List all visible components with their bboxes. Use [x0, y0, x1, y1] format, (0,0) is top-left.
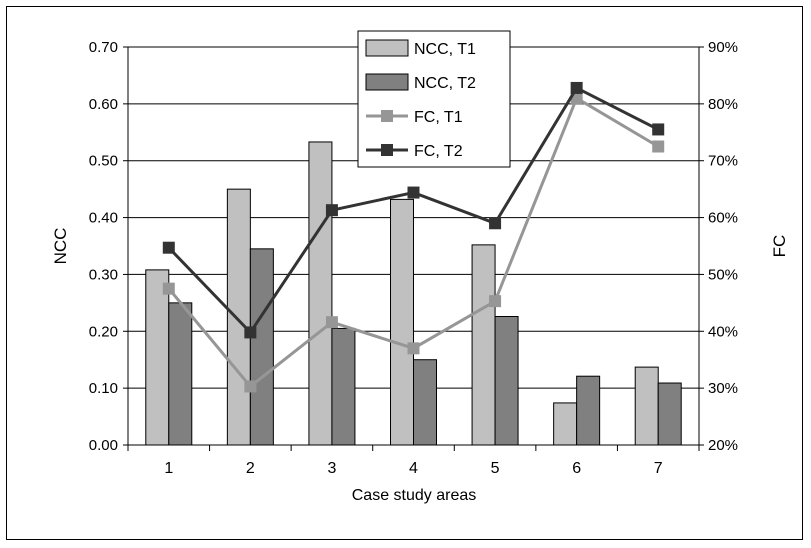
bar-t1-3	[308, 141, 333, 446]
legend-swatch-ncc-t2	[365, 73, 409, 91]
x-tick-label: 4	[409, 460, 418, 477]
bars	[145, 141, 682, 446]
bar-t1-4	[390, 198, 414, 446]
lines	[162, 81, 665, 393]
y-tick-label: 0.40	[89, 210, 118, 227]
y2-tick-label: 60%	[708, 210, 738, 227]
marker-fc-t2-3	[325, 204, 338, 217]
bar-t2-4	[413, 359, 437, 446]
y2-tick-label: 90%	[708, 39, 738, 56]
legend-label: NCC, T1	[414, 41, 476, 58]
y-tick-label: 0.60	[89, 96, 118, 113]
bar-t1-2	[226, 188, 251, 446]
marker-fc-t2-6	[570, 81, 583, 94]
x-tick-label: 7	[654, 460, 663, 477]
bar-t2-1	[168, 302, 193, 446]
axes	[123, 46, 704, 451]
y2-tick-label: 50%	[708, 266, 738, 283]
legend-label: FC, T2	[414, 143, 463, 160]
marker-fc-t2-2	[244, 326, 257, 339]
tick-labels: 0.00 0.10 0.20 0.30 0.40 0.50 0.60 0.70 20% 30% 40…	[89, 39, 738, 477]
marker-fc-t1-5	[489, 295, 502, 308]
y2-tick-label: 80%	[708, 96, 738, 113]
y2-tick-label: 20%	[708, 437, 738, 454]
y-tick-label: 0.00	[89, 437, 118, 454]
bar-t2-7	[657, 382, 682, 446]
marker-fc-t2-1	[162, 241, 175, 254]
bar-t2-2	[249, 248, 274, 446]
x-axis-title: Case study areas	[352, 487, 477, 504]
bar-t2-3	[331, 327, 356, 446]
y2-axis-title: FC	[770, 235, 789, 258]
legend-swatch-ncc-t1	[365, 39, 409, 57]
x-tick-label: 2	[246, 460, 255, 477]
legend-marker-fc-t2	[381, 144, 393, 156]
y2-tick-label: 70%	[708, 153, 738, 170]
y2-tick-label: 30%	[708, 380, 738, 397]
bar-t2-6	[576, 375, 601, 446]
bar-t1-1	[145, 269, 170, 446]
x-tick-label: 1	[164, 460, 173, 477]
x-tick-label: 3	[327, 460, 336, 477]
y-tick-label: 0.50	[89, 153, 118, 170]
marker-fc-t2-7	[652, 123, 665, 136]
marker-fc-t1-4	[407, 342, 420, 355]
marker-fc-t1-7	[652, 140, 665, 153]
bar-t1-5	[471, 244, 496, 446]
x-tick-label: 6	[572, 460, 581, 477]
y-tick-label: 0.30	[89, 266, 118, 283]
marker-fc-t2-4	[407, 186, 420, 199]
marker-fc-t1-3	[325, 316, 338, 329]
legend-label: FC, T1	[414, 109, 463, 126]
x-tick-label: 5	[491, 460, 500, 477]
marker-fc-t2-5	[489, 217, 502, 230]
marker-fc-t1-2	[244, 380, 257, 393]
legend-marker-fc-t1	[381, 110, 393, 122]
legend: NCC, T1 NCC, T2 FC, T1 FC, T2	[357, 30, 511, 168]
bar-t1-7	[634, 366, 659, 446]
y-tick-label: 0.20	[89, 323, 118, 340]
bar-t1-6	[553, 402, 578, 446]
y-tick-label: 0.10	[89, 380, 118, 397]
y-tick-label: 0.70	[89, 39, 118, 56]
bar-t2-5	[494, 316, 519, 446]
y-axis-title: NCC	[51, 228, 70, 265]
legend-label: NCC, T2	[414, 75, 476, 92]
y2-tick-label: 40%	[708, 323, 738, 340]
marker-fc-t1-1	[162, 282, 175, 295]
